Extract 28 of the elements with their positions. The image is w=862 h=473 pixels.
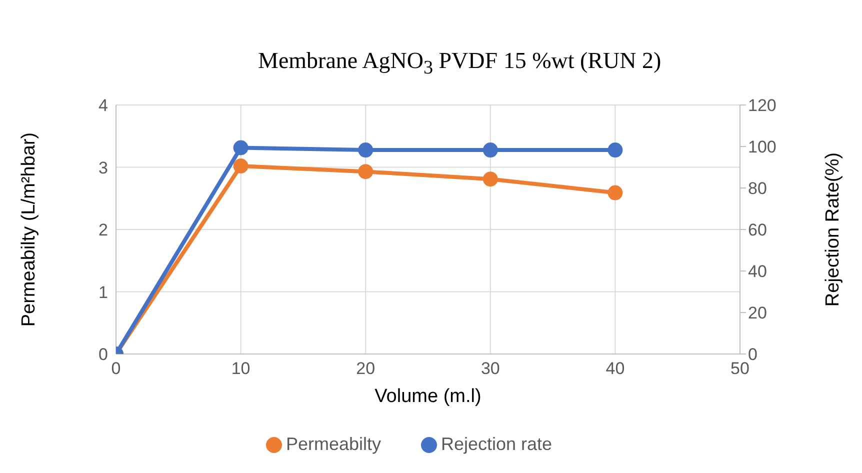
legend-label: Rejection rate xyxy=(440,434,552,454)
y2-tick-label: 80 xyxy=(748,179,767,198)
x-tick-label: 50 xyxy=(730,359,750,378)
x-tick-label: 10 xyxy=(231,359,250,378)
y-tick-label: 0 xyxy=(98,345,108,364)
legend-label: Permeabilty xyxy=(286,434,381,454)
y2-tick-label: 120 xyxy=(748,96,776,116)
y2-tick-label: 20 xyxy=(748,304,767,323)
y-tick-label: 3 xyxy=(98,158,108,178)
y-axis-title: Permeabilty (L/m²hbar) xyxy=(18,132,40,327)
x-tick-label: 0 xyxy=(111,359,121,378)
y2-tick-label: 0 xyxy=(748,345,758,364)
point xyxy=(482,172,498,187)
point xyxy=(358,164,374,180)
x-tick-label: 30 xyxy=(480,359,500,378)
y2-tick-label: 60 xyxy=(748,220,767,240)
y-tick-label: 4 xyxy=(98,96,108,116)
point xyxy=(233,158,248,174)
y-tick-label: 2 xyxy=(98,220,108,240)
x-axis-title: Volume (m.l) xyxy=(374,386,482,407)
x-tick-label: 40 xyxy=(606,359,625,378)
y2-tick-label: 40 xyxy=(748,262,767,282)
chart-title: Membrane AgNO$_{3}$ PVDF 15 %wt (RUN 2) xyxy=(257,47,662,81)
y-tick-label: 1 xyxy=(98,282,108,302)
y2-axis-title: Rejection Rate(%) xyxy=(822,152,844,307)
point xyxy=(608,185,623,200)
x-tick-label: 20 xyxy=(356,359,376,378)
y2-tick-label: 100 xyxy=(748,138,776,157)
